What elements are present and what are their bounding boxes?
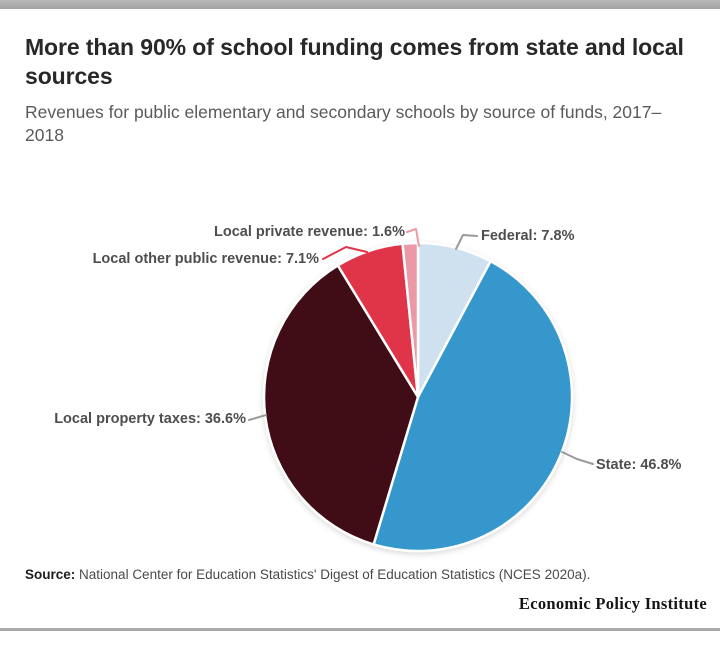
pie-slice-state[interactable] xyxy=(372,259,574,553)
pie-label-local-private-revenue: Local private revenue: 1.6% xyxy=(214,224,405,240)
pie-connector-local-other-public-revenue xyxy=(322,246,368,260)
top-border-bar xyxy=(0,0,720,9)
source-note: Source: National Center for Education St… xyxy=(25,567,695,582)
pie-connector-local-private-revenue xyxy=(406,228,420,247)
source-label: Source: xyxy=(25,567,76,582)
source-text: National Center for Education Statistics… xyxy=(79,567,591,582)
pie-label-local-other-public-revenue: Local other public revenue: 7.1% xyxy=(92,251,319,267)
pie-connector-federal xyxy=(455,234,478,250)
chart-subtitle: Revenues for public elementary and secon… xyxy=(25,102,662,146)
pie-label-federal: Federal: 7.8% xyxy=(481,228,575,244)
chart-title: More than 90% of school funding comes fr… xyxy=(25,34,684,90)
pie-connector-local-property-taxes xyxy=(248,414,267,421)
pie-label-local-property-taxes: Local property taxes: 36.6% xyxy=(54,411,246,427)
pie-connector-state xyxy=(561,451,594,465)
pie-label-state: State: 46.8% xyxy=(596,457,682,473)
footer-divider xyxy=(0,628,720,631)
epi-wordmark: Economic Policy Institute xyxy=(518,594,707,613)
